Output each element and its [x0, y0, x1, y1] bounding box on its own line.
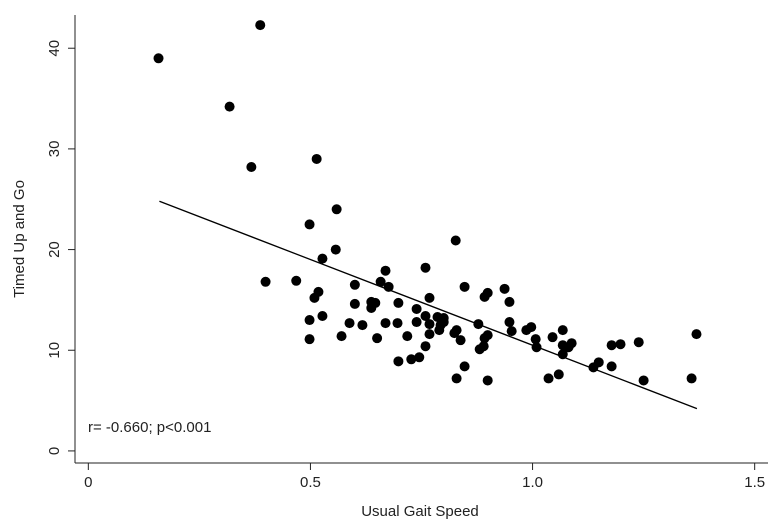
- point: [543, 373, 554, 384]
- y-tick-label: 40: [46, 40, 63, 57]
- point: [411, 303, 422, 314]
- x-axis-title: Usual Gait Speed: [361, 503, 479, 520]
- point: [424, 329, 435, 340]
- point: [224, 101, 235, 112]
- point: [459, 361, 470, 372]
- point: [638, 375, 649, 386]
- point: [349, 279, 360, 290]
- point: [420, 311, 431, 322]
- point: [424, 319, 435, 330]
- point: [526, 322, 537, 333]
- point: [557, 325, 568, 336]
- y-tick-label: 30: [46, 141, 63, 158]
- point: [366, 302, 377, 313]
- point: [304, 315, 315, 326]
- point: [336, 331, 347, 342]
- point: [482, 287, 493, 298]
- annotation: r= -0.660; p<0.001: [88, 419, 211, 436]
- point: [478, 341, 489, 352]
- point: [606, 340, 617, 351]
- point: [246, 162, 257, 173]
- point: [450, 235, 461, 246]
- y-tick-label: 0: [46, 447, 63, 455]
- point: [420, 341, 431, 352]
- point: [317, 311, 328, 322]
- point: [372, 333, 383, 344]
- point: [304, 219, 315, 230]
- point: [530, 334, 541, 345]
- point: [691, 329, 702, 340]
- point: [392, 318, 403, 329]
- x-tick-label: 1.5: [744, 474, 765, 491]
- point: [633, 337, 644, 348]
- point: [411, 317, 422, 328]
- y-axis-title: Timed Up and Go: [11, 180, 28, 298]
- point: [291, 275, 302, 286]
- point: [349, 298, 360, 309]
- point: [424, 292, 435, 303]
- point: [330, 244, 341, 255]
- point: [344, 318, 355, 329]
- point: [331, 204, 342, 215]
- point: [255, 20, 266, 31]
- x-tick-label: 0: [84, 474, 92, 491]
- point: [482, 330, 493, 341]
- point: [357, 320, 368, 331]
- point: [459, 281, 470, 292]
- point: [317, 253, 328, 264]
- point: [547, 332, 558, 343]
- point: [566, 338, 577, 349]
- x-tick-label: 1.0: [522, 474, 543, 491]
- point: [686, 373, 697, 384]
- x-tick-label: 0.5: [300, 474, 321, 491]
- point: [153, 53, 164, 64]
- point: [420, 262, 431, 273]
- point: [451, 373, 462, 384]
- point: [557, 349, 568, 360]
- point: [375, 276, 386, 287]
- point: [615, 339, 626, 350]
- point: [504, 296, 515, 307]
- point: [606, 361, 617, 372]
- point: [482, 375, 493, 386]
- point: [311, 153, 322, 164]
- point: [414, 352, 425, 363]
- fit-line: [159, 200, 698, 410]
- point: [309, 292, 320, 303]
- point: [402, 331, 413, 342]
- point: [455, 335, 466, 346]
- point: [393, 297, 404, 308]
- point: [553, 369, 564, 380]
- point: [504, 317, 515, 328]
- point: [406, 354, 417, 365]
- y-tick-label: 20: [46, 241, 63, 258]
- point: [499, 283, 510, 294]
- point: [434, 325, 445, 336]
- point: [451, 325, 462, 336]
- point: [304, 334, 315, 345]
- point: [260, 276, 271, 287]
- y-tick-label: 10: [46, 342, 63, 359]
- point: [380, 318, 391, 329]
- point: [506, 326, 517, 337]
- point: [593, 357, 604, 368]
- point: [380, 265, 391, 276]
- point: [393, 356, 404, 367]
- point: [438, 317, 449, 328]
